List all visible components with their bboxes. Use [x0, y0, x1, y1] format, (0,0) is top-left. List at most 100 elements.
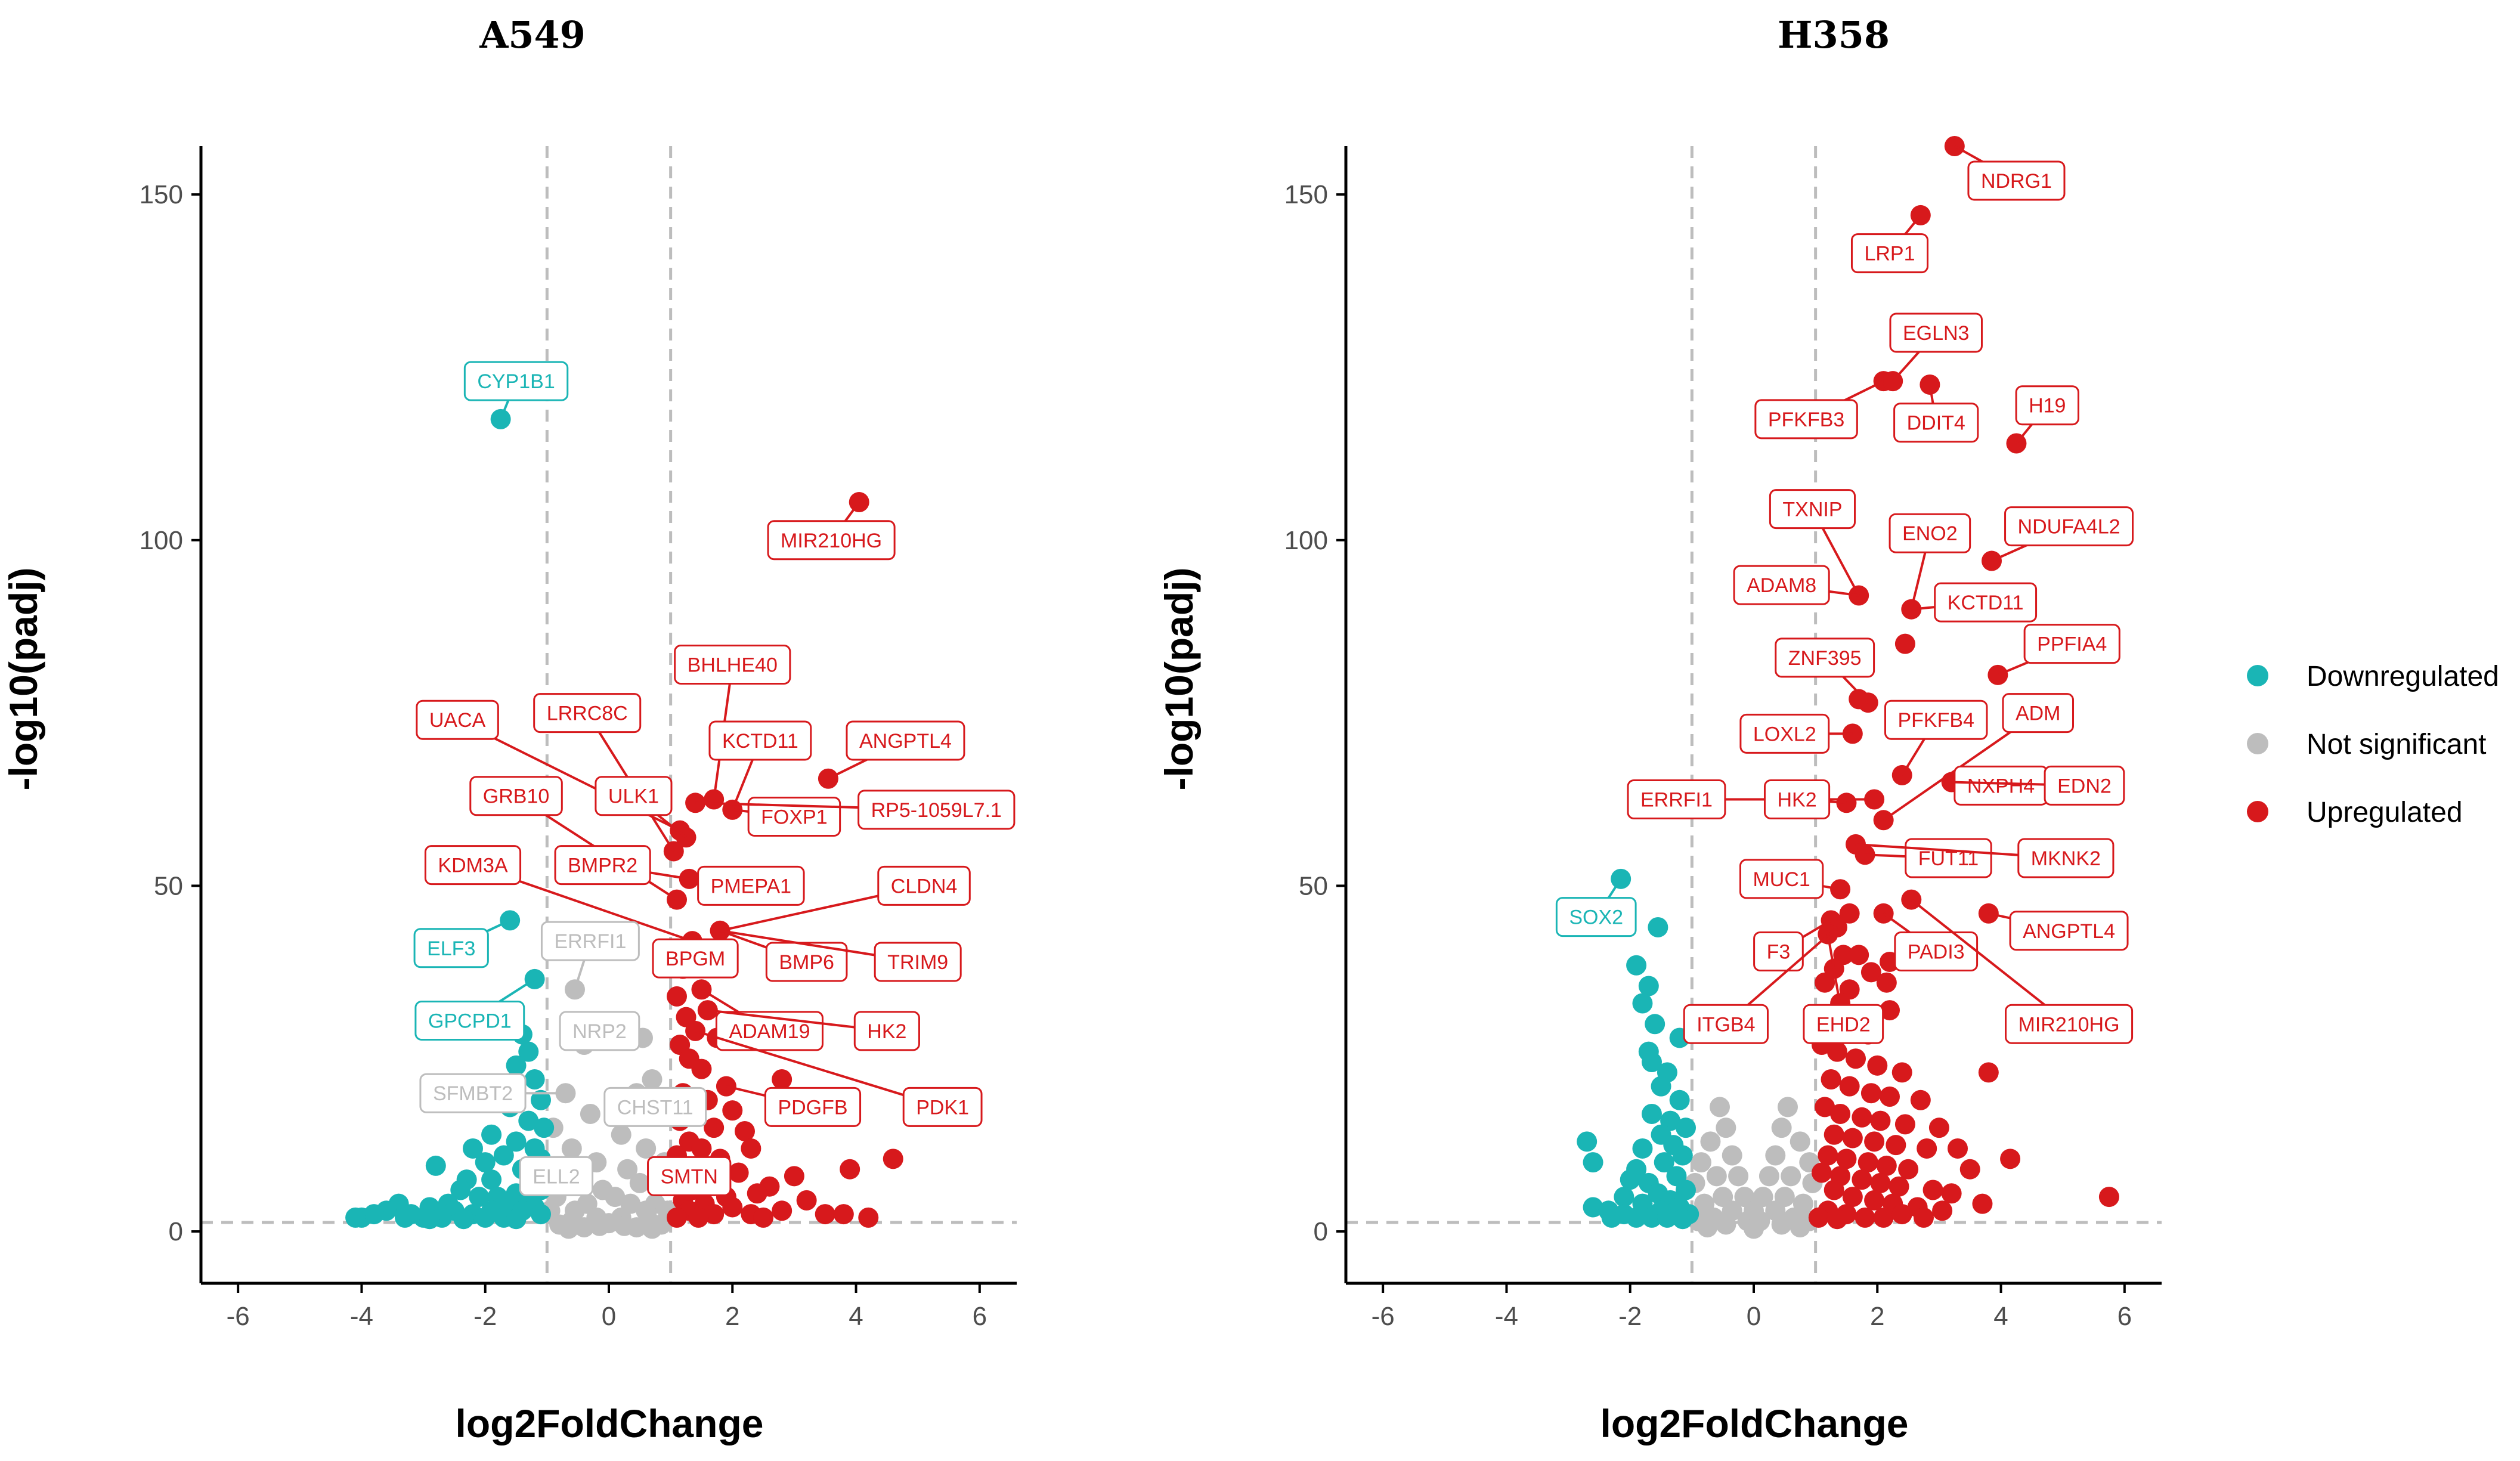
gene-label-text: GPCPD1 [428, 1010, 512, 1032]
gene-label-text: BMP6 [779, 951, 834, 974]
gene-label-box [674, 644, 791, 685]
data-point [1632, 1138, 1653, 1159]
gene-label-box [1967, 160, 2066, 201]
gene-label: KDM3A [424, 845, 522, 886]
gene-labels: CYP1B1 MIR210HG BHLHE40 UACA LRRC8C KCTD11 ANG… [413, 361, 1016, 1196]
gene-label-box [1753, 931, 1804, 972]
data-point [883, 1149, 903, 1169]
data-point [1860, 962, 1881, 983]
x-tick-label: -4 [1495, 1302, 1518, 1331]
data-point [1917, 1138, 1937, 1159]
gene-label-text: EHD2 [1816, 1013, 1871, 1036]
data-point [395, 1207, 415, 1228]
gene-label-box [1850, 233, 1929, 274]
gene-label-box [2002, 693, 2075, 733]
data-point [784, 1166, 804, 1187]
gene-label-text: ANGPTL4 [859, 730, 952, 753]
data-point [1842, 1128, 1863, 1149]
x-tick-label: -6 [1372, 1302, 1395, 1331]
gene-label-box [767, 520, 896, 561]
data-point [1821, 1069, 1841, 1090]
gene-label-box [414, 1000, 525, 1041]
data-point [2098, 1187, 2119, 1208]
data-point [1876, 972, 1897, 993]
data-point [1891, 1062, 1912, 1083]
data-point [1577, 1131, 1598, 1152]
data-point [1824, 1180, 1844, 1200]
data-point [1790, 1217, 1810, 1238]
data-point [796, 1190, 817, 1211]
data-point [1771, 1118, 1792, 1138]
data-point [667, 1207, 687, 1228]
data-point [1672, 1145, 1693, 1166]
data-point [531, 1089, 551, 1110]
gene-label-box [902, 1087, 983, 1127]
gene-label-text: KCTD11 [722, 730, 798, 753]
gene-label: H19 [2015, 385, 2079, 426]
gene-label-text: PDK1 [916, 1096, 969, 1119]
data-point [1894, 1114, 1915, 1135]
gene-label: CLDN4 [877, 865, 971, 906]
data-point [1626, 1207, 1647, 1228]
gene-label-text: ELF3 [427, 937, 475, 960]
data-point [1642, 1052, 1662, 1073]
gene-label: ELF3 [413, 928, 489, 968]
gene-label-box [416, 699, 499, 740]
gene-label: ANGPTL4 [846, 720, 965, 761]
gene-label-text: ERRFI1 [554, 930, 626, 953]
data-point [1846, 1048, 1866, 1069]
data-point [561, 1138, 582, 1159]
gene-label-box [1934, 582, 2038, 623]
gene-label-text: SOX2 [1569, 906, 1623, 929]
gene-label-text: BMPR2 [568, 855, 637, 877]
data-point [506, 1131, 527, 1152]
data-point [1781, 1166, 1801, 1187]
data-point [463, 1138, 483, 1159]
legend-label: Upregulated [2307, 797, 2463, 828]
gene-label-text: ADAM8 [1747, 574, 1816, 597]
gene-label-box [603, 1087, 707, 1127]
legend: Downregulated Not significant Upregulated [2247, 661, 2499, 828]
gene-label-box [2015, 385, 2079, 426]
y-axis-title: -log10(padj) [1157, 568, 1201, 791]
gene-label-text: SMTN [661, 1165, 718, 1188]
legend-item-ns: Not significant [2247, 729, 2486, 760]
x-tick-label: 0 [602, 1302, 616, 1331]
gene-label-text: ZNF395 [1788, 647, 1862, 670]
gene-label-box [1739, 713, 1830, 754]
data-point [1706, 1166, 1727, 1187]
gene-label: CYP1B1 [463, 361, 569, 401]
x-axis-title: log2FoldChange [1600, 1401, 1909, 1445]
data-point [1716, 1118, 1736, 1138]
gene-label-box [2017, 838, 2115, 878]
data-point [450, 1180, 471, 1200]
gene-label: DDIT4 [1893, 403, 1979, 443]
data-point [1873, 1207, 1894, 1228]
data-point [481, 1169, 502, 1190]
data-point [741, 1138, 761, 1159]
y-tick-label: 100 [1284, 526, 1328, 555]
gene-label-box [652, 938, 739, 979]
gene-label: MIR210HG [767, 520, 896, 561]
label-leader-line [1911, 899, 2070, 1025]
gene-label-box [765, 942, 848, 982]
data-point [1697, 1217, 1718, 1238]
data-point [518, 1041, 539, 1062]
gene-label-text: MKNK2 [2031, 847, 2101, 870]
data-point [1728, 1166, 1749, 1187]
gene-label-text: ITGB4 [1696, 1013, 1755, 1036]
gene-label-box [2044, 765, 2125, 806]
gene-label: NRP2 [559, 1011, 640, 1051]
gene-label-box [413, 928, 489, 968]
data-point [506, 1209, 527, 1230]
x-tick-label: 6 [2117, 1302, 2132, 1331]
data-point [1839, 1076, 1860, 1097]
data-point [642, 1218, 662, 1239]
gene-label: PDGFB [764, 1087, 862, 1127]
gene-label: BMPR2 [554, 845, 651, 886]
data-point [722, 1197, 743, 1218]
gene-label: PFKFB3 [1754, 399, 1858, 439]
gene-label: KCTD11 [708, 720, 812, 761]
x-tick-label: 2 [725, 1302, 739, 1331]
gene-label-box [1775, 637, 1875, 678]
